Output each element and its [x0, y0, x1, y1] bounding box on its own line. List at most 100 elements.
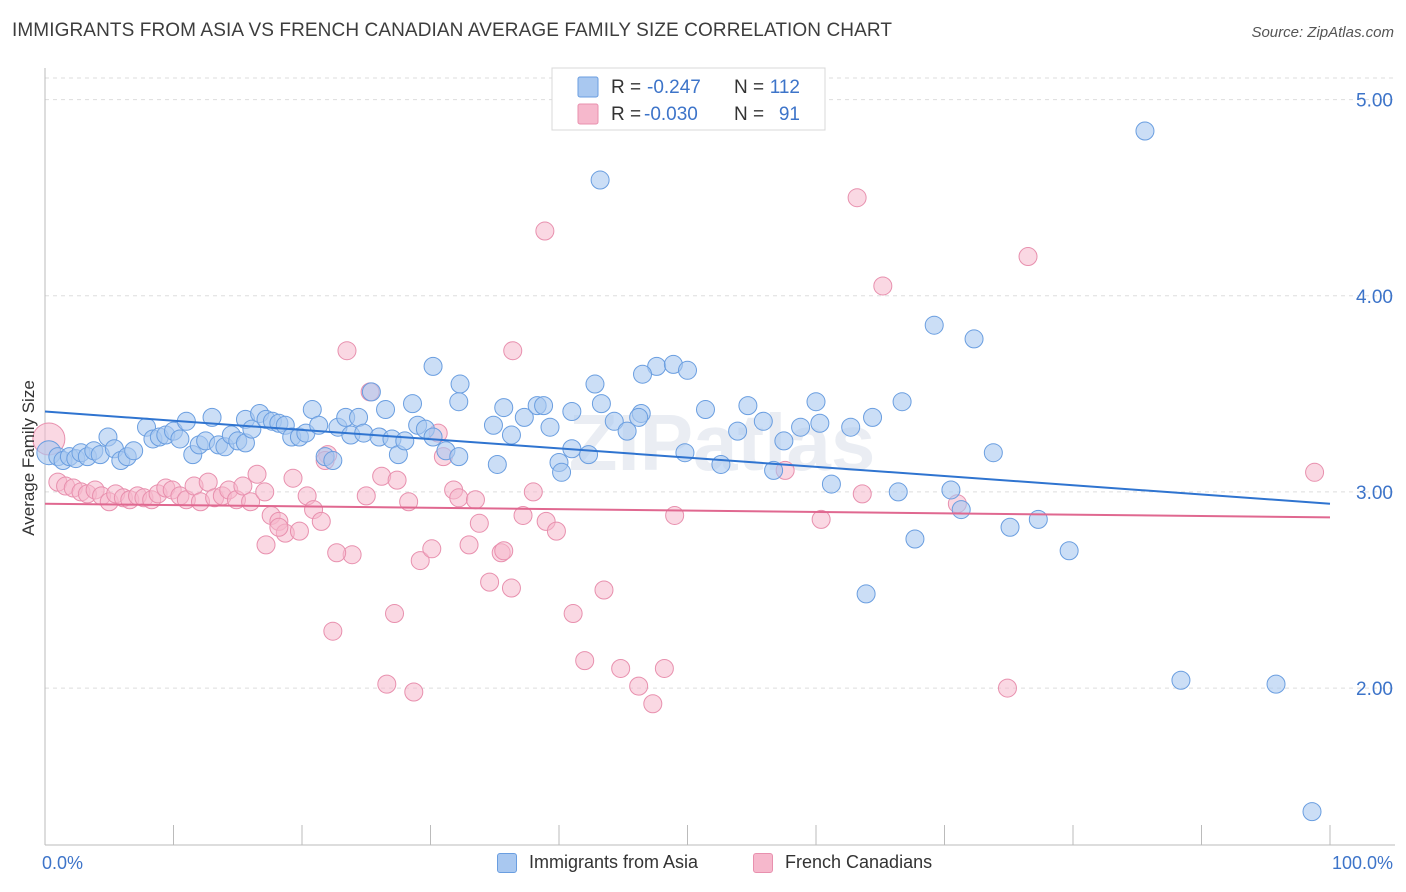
- trend-lines: [44, 410, 1331, 519]
- pink-point-89: [327, 543, 347, 563]
- pink-point-27: [233, 476, 253, 496]
- blue-point-60: [449, 447, 469, 467]
- legend-r-value-2: -0.030: [644, 104, 698, 125]
- blue-point-90: [753, 411, 773, 431]
- blue-point-103: [941, 480, 961, 500]
- legend-n-label-2: N =: [734, 104, 764, 125]
- blue-point-43: [323, 451, 343, 471]
- blue-point-113: [1266, 674, 1286, 694]
- pink-point-87: [385, 604, 405, 624]
- blue-point-61: [487, 454, 507, 474]
- legend-n-value-2: 91: [779, 104, 800, 125]
- blue-point-49: [361, 382, 381, 402]
- blue-point-78: [585, 374, 605, 394]
- blue-point-70: [591, 394, 611, 414]
- pink-point-75: [1305, 462, 1325, 482]
- pink-point-29: [247, 464, 267, 484]
- pink-point-38: [311, 511, 331, 531]
- blue-point-117: [629, 407, 649, 427]
- trend-line-french: [44, 502, 1331, 519]
- pink-point-44: [387, 470, 407, 490]
- pink-point-63: [611, 658, 631, 678]
- pink-point-46: [410, 551, 430, 571]
- blue-point-107: [983, 443, 1003, 463]
- pink-point-67: [665, 505, 685, 525]
- blue-point-95: [810, 413, 830, 433]
- blue-point-24: [202, 407, 222, 427]
- blue-point-65: [534, 396, 554, 416]
- blue-point-104: [951, 500, 971, 520]
- legend-label-french: French Canadians: [785, 852, 933, 872]
- x-tick-label-0: 0.0%: [42, 853, 83, 873]
- blue-point-109: [1059, 541, 1079, 561]
- blue-point-112: [1171, 670, 1191, 690]
- grid-lines: [45, 77, 1395, 689]
- blue-point-55: [403, 394, 423, 414]
- pink-point-62: [594, 580, 614, 600]
- x-tick-label-1: 100.0%: [1332, 853, 1393, 873]
- blue-point-106: [1000, 517, 1020, 537]
- blue-point-98: [856, 584, 876, 604]
- pink-point-65: [643, 694, 663, 714]
- pink-point-81: [377, 674, 397, 694]
- blue-point-81: [423, 356, 443, 376]
- blue-point-62: [501, 425, 521, 445]
- pink-point-53: [480, 572, 500, 592]
- blue-point-102: [924, 315, 944, 335]
- blue-point-91: [764, 460, 784, 480]
- blue-point-19: [170, 429, 190, 449]
- blue-point-86: [695, 400, 715, 420]
- legend-r-label-2: R =: [611, 104, 641, 125]
- legend-n-label-1: N =: [734, 77, 764, 98]
- pink-point-70: [847, 188, 867, 208]
- pink-point-47: [422, 539, 442, 559]
- legend-swatch-asia: [497, 852, 517, 873]
- blue-point-93: [791, 417, 811, 437]
- pink-point-30: [255, 482, 275, 502]
- pink-point-45: [399, 492, 419, 512]
- blue-point-115: [888, 482, 908, 502]
- y-tick-label-3: 5.00: [1356, 91, 1393, 112]
- blue-point-88: [728, 421, 748, 441]
- blue-point-92: [774, 431, 794, 451]
- y-tick-label-0: 2.00: [1356, 679, 1393, 700]
- legend-r-value-1: -0.247: [647, 77, 701, 98]
- pink-point-82: [404, 682, 424, 702]
- blue-point-72: [617, 421, 637, 441]
- chart-title: IMMIGRANTS FROM ASIA VS FRENCH CANADIAN …: [12, 20, 893, 41]
- pink-point-69: [811, 509, 831, 529]
- trend-line-asia: [44, 410, 1331, 505]
- pink-point-77: [503, 341, 523, 361]
- blue-point-87: [711, 454, 731, 474]
- blue-point-79: [633, 364, 653, 384]
- pink-point-71: [873, 276, 893, 296]
- y-tick-label-1: 3.00: [1356, 483, 1393, 504]
- blue-point-31: [242, 419, 262, 439]
- series-legend: Immigrants from Asia French Canadians: [0, 852, 1406, 878]
- pink-point-86: [465, 490, 485, 510]
- blue-point-63: [514, 407, 534, 427]
- pink-point-80: [323, 621, 343, 641]
- legend-r-label-1: R =: [611, 77, 641, 98]
- pink-point-73: [997, 678, 1017, 698]
- blue-point-114: [1302, 802, 1322, 822]
- pink-point-74: [1018, 247, 1038, 267]
- blue-point-85: [678, 360, 697, 380]
- blue-point-105: [964, 329, 984, 349]
- blue-point-71: [604, 411, 624, 431]
- blue-point-51: [376, 400, 396, 420]
- tick-labels: 2.00 3.00 4.00 5.00 0.0% 100.0%: [42, 91, 1393, 873]
- blue-point-66: [540, 417, 560, 437]
- blue-point-101: [905, 529, 925, 549]
- blue-point-80: [494, 398, 514, 418]
- blue-point-76: [675, 443, 695, 463]
- pink-point-59: [546, 521, 566, 541]
- blue-point-97: [841, 417, 861, 437]
- pink-point-55: [501, 578, 521, 598]
- blue-point-83: [483, 415, 503, 435]
- y-axis-label: Average Family Size: [19, 380, 38, 536]
- blue-point-41: [309, 415, 329, 435]
- pink-point-40: [337, 341, 357, 361]
- blue-point-108: [1028, 509, 1048, 529]
